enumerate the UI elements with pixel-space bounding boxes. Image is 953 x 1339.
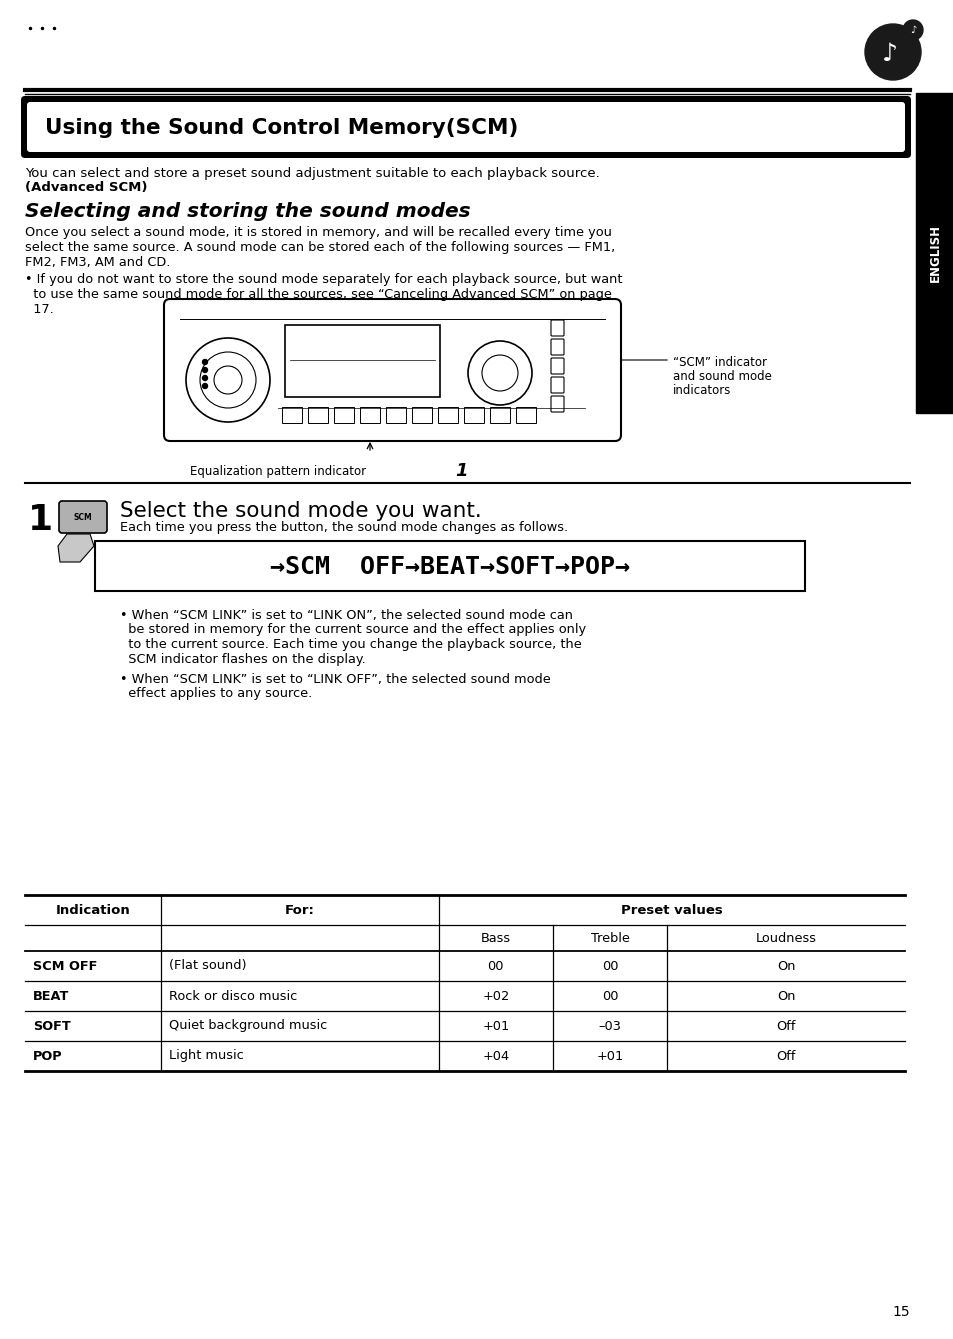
Text: • If you do not want to store the sound mode separately for each playback source: • If you do not want to store the sound …: [25, 273, 622, 287]
Text: Light music: Light music: [170, 1050, 244, 1063]
Text: SCM OFF: SCM OFF: [33, 960, 97, 972]
Text: BEAT: BEAT: [33, 990, 70, 1003]
Text: • When “SCM LINK” is set to “LINK OFF”, the selected sound mode: • When “SCM LINK” is set to “LINK OFF”, …: [120, 674, 550, 686]
Text: Using the Sound Control Memory(SCM): Using the Sound Control Memory(SCM): [45, 118, 517, 138]
FancyBboxPatch shape: [59, 501, 107, 533]
FancyBboxPatch shape: [551, 378, 563, 394]
Text: Off: Off: [776, 1050, 795, 1063]
Text: select the same source. A sound mode can be stored each of the following sources: select the same source. A sound mode can…: [25, 241, 615, 254]
Text: “SCM” indicator: “SCM” indicator: [672, 356, 766, 370]
Text: +02: +02: [481, 990, 509, 1003]
Circle shape: [186, 337, 270, 422]
Text: You can select and store a preset sound adjustment suitable to each playback sou: You can select and store a preset sound …: [25, 167, 599, 179]
FancyBboxPatch shape: [551, 396, 563, 412]
Text: ENGLISH: ENGLISH: [927, 224, 941, 283]
Text: Once you select a sound mode, it is stored in memory, and will be recalled every: Once you select a sound mode, it is stor…: [25, 226, 611, 238]
Text: +01: +01: [596, 1050, 623, 1063]
Bar: [915, 92, 953, 412]
Bar: [412, 407, 432, 423]
Text: to use the same sound mode for all the sources, see “Canceling Advanced SCM” on : to use the same sound mode for all the s…: [25, 288, 611, 301]
FancyBboxPatch shape: [27, 102, 904, 153]
Text: (Advanced SCM): (Advanced SCM): [25, 181, 148, 194]
Bar: [285, 325, 439, 396]
Text: 00: 00: [487, 960, 503, 972]
Circle shape: [202, 375, 208, 380]
Text: 15: 15: [891, 1306, 909, 1319]
Circle shape: [202, 367, 208, 372]
Text: to the current source. Each time you change the playback source, the: to the current source. Each time you cha…: [120, 637, 581, 651]
Text: SCM: SCM: [73, 513, 92, 522]
Text: →SCM  OFF→BEAT→SOFT→POP→: →SCM OFF→BEAT→SOFT→POP→: [270, 554, 629, 578]
FancyBboxPatch shape: [551, 320, 563, 336]
Bar: [463, 407, 483, 423]
Circle shape: [202, 359, 208, 364]
Bar: [308, 407, 328, 423]
Bar: [490, 407, 510, 423]
Text: For:: For:: [285, 904, 314, 916]
Bar: [386, 407, 406, 423]
Text: be stored in memory for the current source and the effect applies only: be stored in memory for the current sour…: [120, 624, 585, 636]
Text: Treble: Treble: [590, 932, 629, 944]
Text: +01: +01: [481, 1019, 509, 1032]
Circle shape: [202, 383, 208, 388]
Text: and sound mode: and sound mode: [672, 370, 771, 383]
Circle shape: [213, 366, 242, 394]
FancyBboxPatch shape: [21, 96, 910, 158]
Text: Select the sound mode you want.: Select the sound mode you want.: [120, 501, 481, 521]
Text: ♪: ♪: [909, 25, 915, 35]
Text: FM2, FM3, AM and CD.: FM2, FM3, AM and CD.: [25, 256, 171, 269]
Bar: [282, 407, 302, 423]
Text: • When “SCM LINK” is set to “LINK ON”, the selected sound mode can: • When “SCM LINK” is set to “LINK ON”, t…: [120, 609, 573, 623]
Bar: [95, 541, 804, 590]
Text: +04: +04: [481, 1050, 509, 1063]
FancyBboxPatch shape: [551, 358, 563, 374]
Text: Indication: Indication: [56, 904, 131, 916]
Text: On: On: [776, 960, 795, 972]
Text: effect applies to any source.: effect applies to any source.: [120, 687, 312, 700]
Text: Bass: Bass: [480, 932, 510, 944]
Text: Rock or disco music: Rock or disco music: [170, 990, 297, 1003]
Text: Each time you press the button, the sound mode changes as follows.: Each time you press the button, the soun…: [120, 521, 568, 534]
Text: 17.: 17.: [25, 303, 53, 316]
Text: SOFT: SOFT: [33, 1019, 71, 1032]
Circle shape: [481, 355, 517, 391]
Bar: [516, 407, 536, 423]
Text: SCM indicator flashes on the display.: SCM indicator flashes on the display.: [120, 652, 365, 665]
Text: ♪: ♪: [882, 42, 897, 66]
Circle shape: [902, 20, 923, 40]
Text: Loudness: Loudness: [755, 932, 816, 944]
Circle shape: [200, 352, 255, 408]
Circle shape: [468, 341, 532, 404]
FancyBboxPatch shape: [164, 299, 620, 441]
Bar: [334, 407, 354, 423]
Text: –03: –03: [598, 1019, 621, 1032]
Text: Selecting and storing the sound modes: Selecting and storing the sound modes: [25, 202, 470, 221]
Text: Preset values: Preset values: [620, 904, 722, 916]
Text: 1: 1: [28, 503, 53, 537]
Text: 00: 00: [601, 960, 618, 972]
Text: POP: POP: [33, 1050, 63, 1063]
Text: 1: 1: [455, 462, 467, 479]
Bar: [437, 407, 457, 423]
FancyBboxPatch shape: [551, 339, 563, 355]
Bar: [359, 407, 379, 423]
Text: Quiet background music: Quiet background music: [170, 1019, 327, 1032]
Text: indicators: indicators: [672, 384, 731, 396]
Text: (Flat sound): (Flat sound): [170, 960, 247, 972]
Polygon shape: [58, 534, 94, 562]
Text: On: On: [776, 990, 795, 1003]
Text: Off: Off: [776, 1019, 795, 1032]
Text: 00: 00: [601, 990, 618, 1003]
Text: Equalization pattern indicator: Equalization pattern indicator: [190, 465, 366, 478]
Circle shape: [864, 24, 920, 80]
